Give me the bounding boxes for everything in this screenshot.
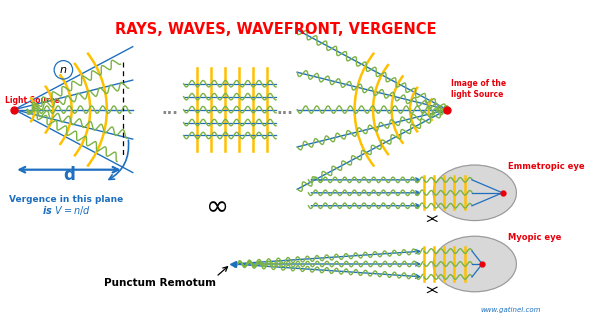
Ellipse shape (433, 236, 516, 292)
Text: d: d (63, 166, 75, 184)
Text: Emmetropic eye: Emmetropic eye (508, 162, 585, 171)
Text: Myopic eye: Myopic eye (508, 233, 562, 242)
Text: Vergence in this plane: Vergence in this plane (9, 195, 123, 204)
Ellipse shape (433, 165, 516, 220)
Text: Image of the
light Source: Image of the light Source (451, 79, 506, 99)
Text: Punctum Remotum: Punctum Remotum (104, 278, 216, 288)
Text: RAYS, WAVES, WAVEFRONT, VERGENCE: RAYS, WAVES, WAVEFRONT, VERGENCE (115, 22, 437, 37)
Text: www.gatinel.com: www.gatinel.com (481, 307, 542, 313)
Text: n: n (60, 65, 67, 75)
FancyArrowPatch shape (109, 140, 129, 180)
Text: is $V = n/d$: is $V = n/d$ (42, 204, 91, 217)
Text: ...: ... (277, 102, 294, 117)
Text: Light Source: Light Source (5, 96, 60, 105)
Text: $\infty$: $\infty$ (205, 191, 227, 219)
Text: ...: ... (161, 102, 178, 117)
